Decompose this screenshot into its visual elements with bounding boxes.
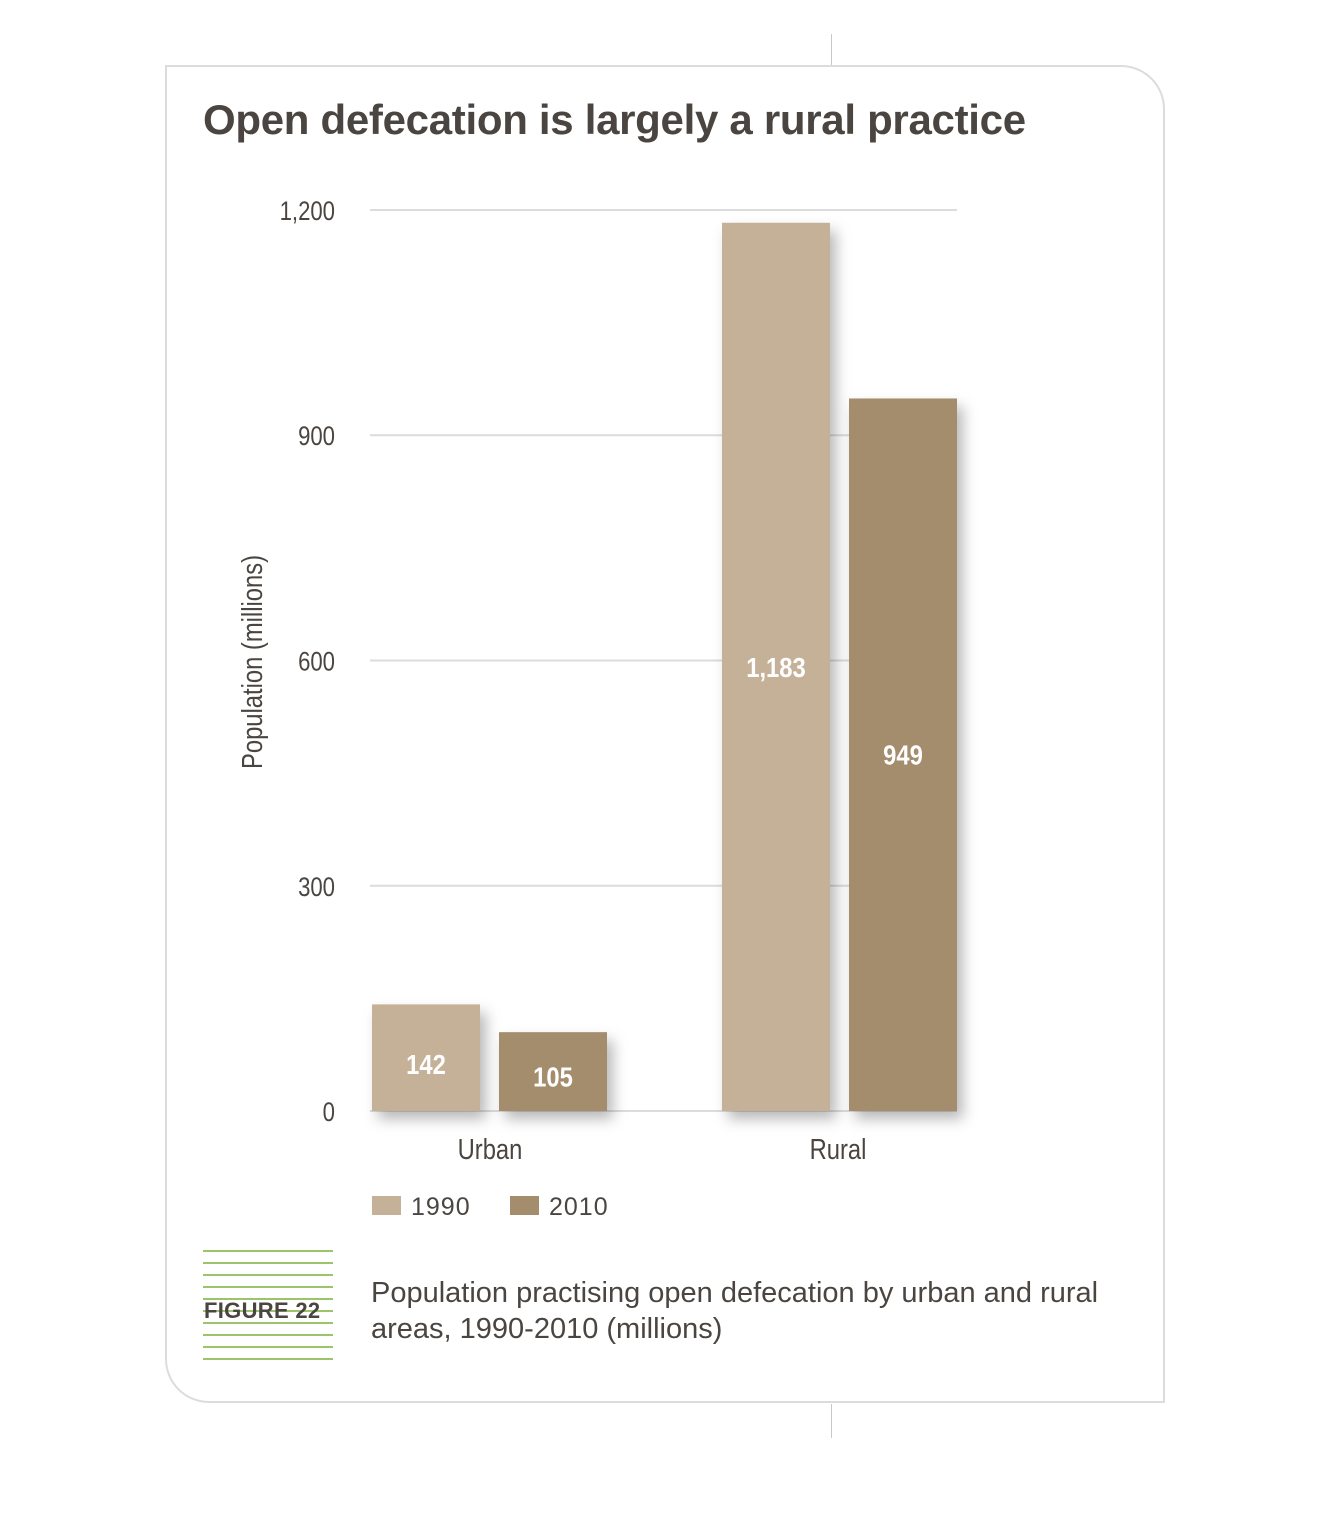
- data-label: 142: [406, 1048, 446, 1080]
- y-tick-label: 300: [298, 873, 335, 903]
- y-tick-label: 600: [298, 648, 335, 678]
- chart-title: Open defecation is largely a rural pract…: [203, 96, 1026, 143]
- bar-1990-urban: [372, 1004, 480, 1111]
- legend-swatch-2010: [510, 1196, 539, 1215]
- y-tick-label: 0: [323, 1098, 335, 1128]
- data-label: 1,183: [746, 651, 806, 683]
- bar-2010-rural: [849, 398, 957, 1111]
- x-tick-label: Urban: [458, 1133, 523, 1166]
- legend-label-2010: 2010: [549, 1193, 609, 1221]
- data-label: 105: [533, 1061, 573, 1093]
- y-axis-label: Population (millions): [236, 555, 269, 769]
- figure-number: FIGURE 22: [204, 1298, 321, 1323]
- data-label: 949: [883, 739, 923, 771]
- figure-caption: Population practising open defecation by…: [371, 1277, 1099, 1345]
- legend-label-1990: 1990: [411, 1193, 471, 1221]
- y-tick-label: 900: [298, 422, 335, 452]
- bar-1990-rural: [722, 222, 830, 1111]
- x-tick-label: Rural: [810, 1133, 867, 1166]
- crop-mark-bottom: [831, 1404, 832, 1438]
- y-tick-label: 1,200: [280, 197, 335, 227]
- figure-stripes: [203, 1250, 333, 1368]
- legend-swatch-1990: [372, 1196, 401, 1215]
- bar-2010-urban: [499, 1032, 607, 1111]
- figure-card: [165, 65, 1165, 1403]
- crop-mark-top: [831, 34, 832, 66]
